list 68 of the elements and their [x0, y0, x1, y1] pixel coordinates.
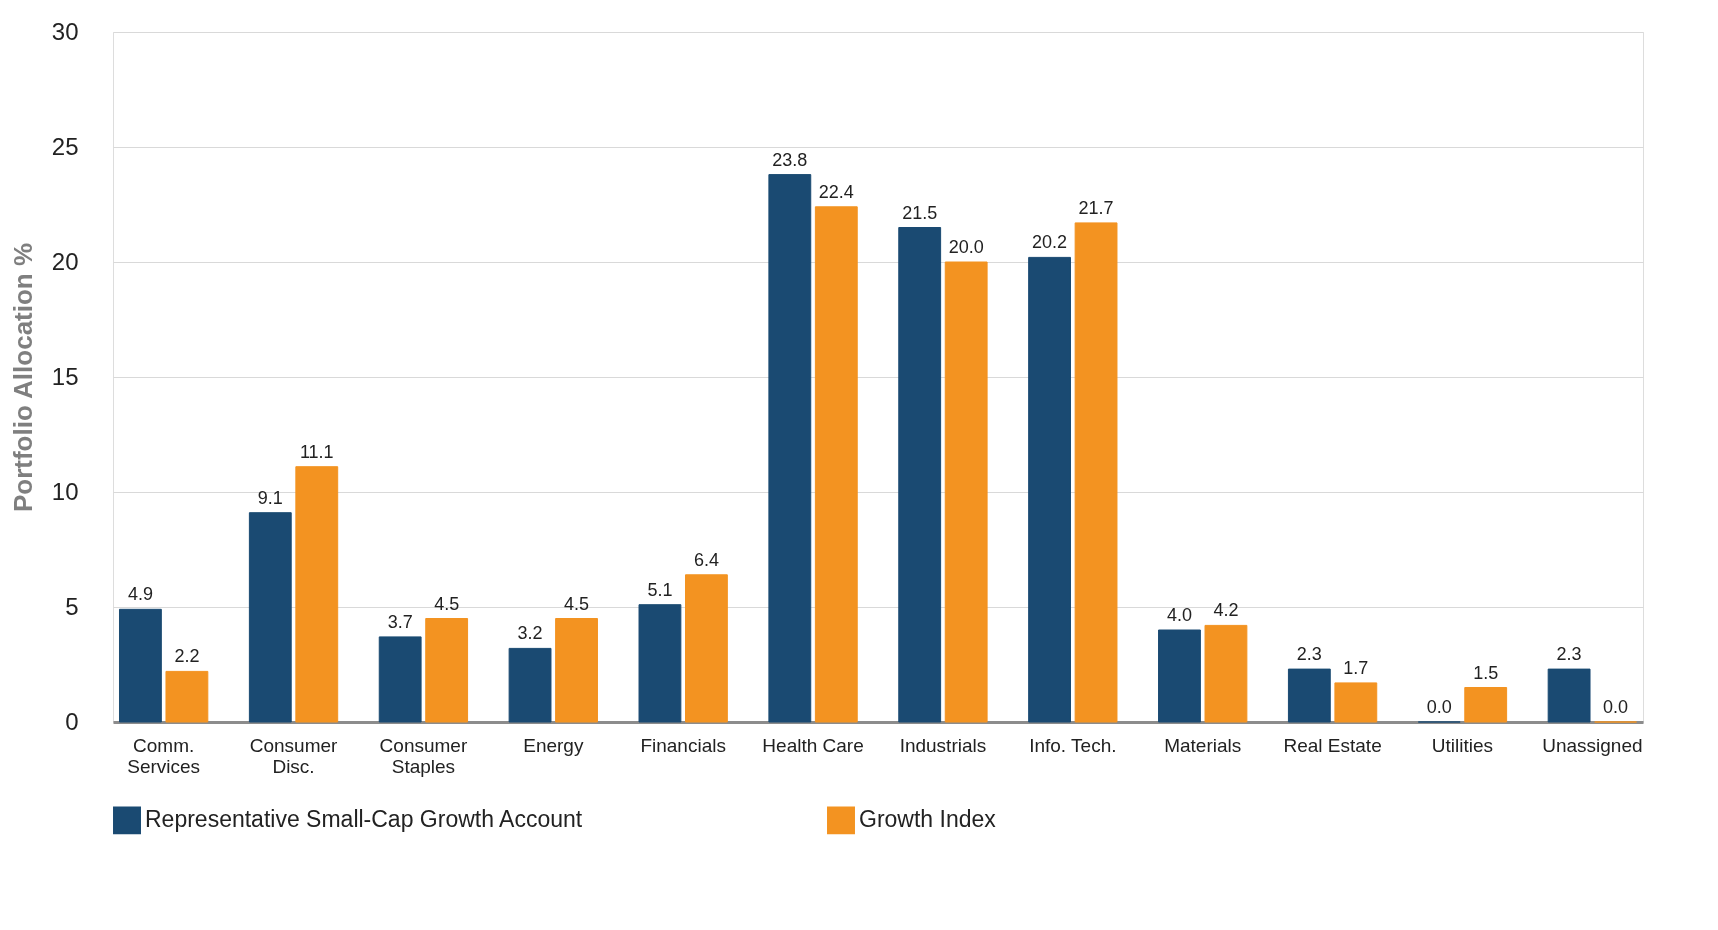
bar	[378, 636, 422, 723]
data-label: 2.3	[1296, 644, 1322, 665]
bar	[118, 608, 162, 723]
data-label: 20.0	[948, 237, 984, 257]
x-tick-label: Financials	[640, 734, 726, 756]
data-label: 5.1	[647, 579, 673, 600]
x-tick-label: Real Estate	[1283, 734, 1382, 756]
data-label: 21.7	[1078, 197, 1114, 218]
y-tick-label: 20	[51, 247, 79, 275]
y-axis-title: Portfolio Allocation %	[7, 242, 38, 513]
x-tick-label: Utilities	[1431, 734, 1494, 756]
data-label: 9.1	[257, 487, 283, 508]
bar	[1547, 668, 1591, 723]
bar	[638, 604, 682, 723]
legend-label: Growth Index	[859, 806, 997, 833]
bar	[1204, 624, 1248, 723]
bar	[1074, 222, 1118, 723]
x-tick-label: Consumer Disc.	[249, 734, 339, 777]
bar	[768, 174, 812, 723]
legend-label: Representative Small-Cap Growth Account	[145, 806, 583, 833]
x-tick-label: Energy	[523, 734, 584, 756]
y-tick-label: 25	[51, 132, 79, 160]
data-label: 4.5	[564, 593, 590, 614]
data-label: 2.3	[1556, 644, 1582, 665]
y-tick-label: 0	[65, 707, 79, 735]
bar	[248, 512, 292, 723]
bar	[944, 261, 988, 723]
data-label: 0.0	[1603, 697, 1629, 717]
data-label: 6.4	[693, 549, 719, 570]
x-tick-label: Unassigned	[1542, 734, 1643, 756]
data-label: 4.9	[127, 584, 153, 605]
data-label: 0.0	[1426, 697, 1452, 717]
data-label: 3.2	[517, 623, 543, 644]
bar	[555, 618, 598, 723]
y-tick-label: 15	[51, 362, 79, 390]
data-label: 2.2	[174, 646, 200, 667]
bar	[1287, 668, 1331, 723]
bar	[295, 466, 339, 723]
bar	[425, 618, 469, 723]
bar	[685, 574, 728, 723]
data-label: 23.8	[772, 149, 808, 170]
x-tick-label: Info. Tech.	[1029, 734, 1117, 756]
data-label: 3.7	[387, 611, 413, 632]
bar	[165, 670, 209, 723]
data-label: 1.7	[1343, 657, 1369, 678]
data-label: 21.5	[902, 202, 938, 223]
data-label: 11.1	[299, 441, 334, 462]
bar	[814, 206, 858, 723]
data-label: 4.5	[434, 593, 460, 614]
bar	[1028, 256, 1071, 723]
y-tick-label: 5	[65, 592, 79, 620]
data-label: 22.4	[818, 181, 854, 202]
bar	[1334, 682, 1378, 723]
x-tick-label: Comm. Services	[127, 734, 201, 777]
x-tick-label: Health Care	[762, 734, 864, 756]
y-tick-label: 30	[51, 17, 79, 45]
x-tick-label: Materials	[1164, 734, 1242, 756]
x-tick-label: Industrials	[899, 734, 987, 756]
data-label: 4.0	[1166, 605, 1192, 625]
bar	[898, 227, 942, 723]
data-label: 20.2	[1032, 232, 1068, 253]
bar	[1464, 687, 1508, 723]
bar	[1158, 629, 1201, 723]
y-tick-label: 10	[51, 477, 79, 505]
data-label: 4.2	[1213, 600, 1239, 621]
bar	[508, 647, 552, 723]
data-label: 1.5	[1473, 662, 1499, 683]
x-tick-label: Consumer Staples	[379, 734, 468, 777]
